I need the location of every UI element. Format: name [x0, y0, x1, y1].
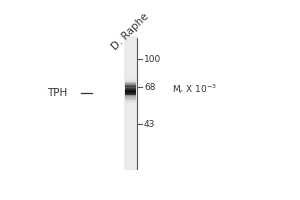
Bar: [125, 92, 136, 93]
Bar: [125, 77, 136, 78]
Bar: [125, 102, 136, 103]
Bar: [125, 89, 136, 90]
Bar: [125, 92, 136, 93]
Bar: [125, 87, 136, 88]
Bar: [125, 100, 136, 101]
Bar: [125, 78, 136, 79]
Text: M$_r$ X 10$^{-3}$: M$_r$ X 10$^{-3}$: [172, 82, 217, 96]
Bar: [125, 82, 136, 83]
Bar: [125, 90, 136, 91]
Bar: [125, 101, 136, 102]
Bar: [125, 83, 136, 84]
Bar: [125, 85, 136, 86]
Bar: [125, 83, 136, 84]
Text: 43: 43: [144, 120, 155, 129]
Bar: [125, 79, 136, 80]
Bar: [125, 93, 136, 94]
Bar: [125, 85, 136, 86]
Bar: [125, 80, 136, 81]
Bar: [125, 93, 136, 94]
Bar: [125, 104, 136, 105]
Bar: [125, 91, 136, 92]
Bar: [125, 81, 136, 82]
Bar: [125, 98, 136, 99]
Bar: [125, 86, 136, 87]
Bar: [125, 77, 136, 78]
Text: 100: 100: [144, 55, 161, 64]
Bar: [125, 88, 136, 89]
Bar: [125, 97, 136, 98]
Text: 68: 68: [144, 83, 155, 92]
Bar: [125, 84, 136, 85]
Bar: [125, 99, 136, 100]
Bar: [125, 94, 136, 95]
Bar: [125, 98, 136, 99]
Bar: [125, 76, 136, 77]
Bar: [125, 91, 136, 92]
Bar: [125, 82, 136, 83]
Bar: [125, 96, 136, 97]
Bar: [125, 95, 136, 96]
Text: TPH: TPH: [47, 88, 67, 98]
Bar: [124, 36, 137, 170]
Bar: [125, 100, 136, 101]
Bar: [125, 99, 136, 100]
Bar: [125, 101, 136, 102]
Bar: [125, 90, 136, 91]
Text: D. Raphe: D. Raphe: [110, 12, 151, 52]
Bar: [125, 86, 136, 87]
Bar: [125, 94, 136, 95]
Bar: [125, 78, 136, 79]
Bar: [125, 103, 136, 104]
Bar: [125, 84, 136, 85]
Bar: [125, 102, 136, 103]
